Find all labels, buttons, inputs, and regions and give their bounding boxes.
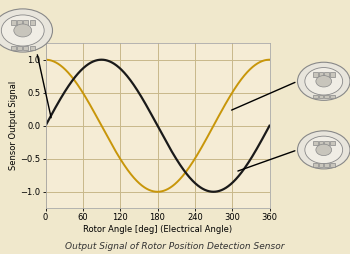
B Phase: [211, 190, 216, 193]
Line: B Phase: B Phase: [46, 60, 270, 192]
Bar: [30, 46, 35, 50]
A Phase: [66, 71, 70, 74]
B Phase: [218, 189, 223, 192]
Bar: [319, 95, 323, 99]
A Phase: [155, 190, 160, 193]
B Phase: [66, 85, 70, 88]
Bar: [319, 163, 323, 167]
Circle shape: [298, 131, 350, 169]
Bar: [313, 72, 318, 76]
Bar: [23, 46, 28, 50]
Circle shape: [305, 136, 343, 164]
B Phase: [267, 124, 272, 127]
B Phase: [197, 185, 202, 188]
A Phase: [267, 58, 272, 61]
Bar: [324, 163, 329, 167]
Line: A Phase: A Phase: [46, 60, 270, 192]
B Phase: [43, 124, 48, 127]
Y-axis label: Sensor Output Signal: Sensor Output Signal: [9, 81, 18, 170]
Bar: [17, 46, 22, 50]
B Phase: [134, 87, 138, 90]
Bar: [330, 141, 335, 145]
Bar: [313, 95, 318, 99]
Circle shape: [0, 9, 52, 52]
A Phase: [134, 179, 138, 182]
Bar: [313, 141, 318, 145]
Circle shape: [14, 24, 32, 37]
Circle shape: [316, 76, 332, 87]
A Phase: [142, 186, 146, 189]
B Phase: [142, 100, 147, 103]
Text: Output Signal of Rotor Position Detection Sensor: Output Signal of Rotor Position Detectio…: [65, 243, 285, 251]
Circle shape: [316, 144, 332, 155]
Circle shape: [298, 62, 350, 100]
Bar: [10, 20, 16, 25]
X-axis label: Rotor Angle [deg] (Electrical Angle): Rotor Angle [deg] (Electrical Angle): [83, 225, 232, 234]
A Phase: [197, 149, 202, 152]
Bar: [330, 95, 335, 99]
Bar: [330, 163, 335, 167]
A Phase: [43, 58, 48, 61]
B Phase: [223, 187, 227, 190]
Circle shape: [305, 68, 343, 95]
Bar: [324, 141, 329, 145]
Bar: [10, 46, 16, 50]
Bar: [324, 72, 329, 76]
Bar: [17, 20, 22, 25]
A Phase: [218, 112, 223, 115]
B Phase: [99, 58, 104, 61]
Bar: [330, 72, 335, 76]
Circle shape: [1, 15, 44, 46]
A Phase: [222, 104, 226, 107]
Bar: [319, 141, 323, 145]
Bar: [324, 95, 329, 99]
Bar: [23, 20, 28, 25]
Bar: [30, 20, 35, 25]
Bar: [313, 163, 318, 167]
Bar: [319, 72, 323, 76]
